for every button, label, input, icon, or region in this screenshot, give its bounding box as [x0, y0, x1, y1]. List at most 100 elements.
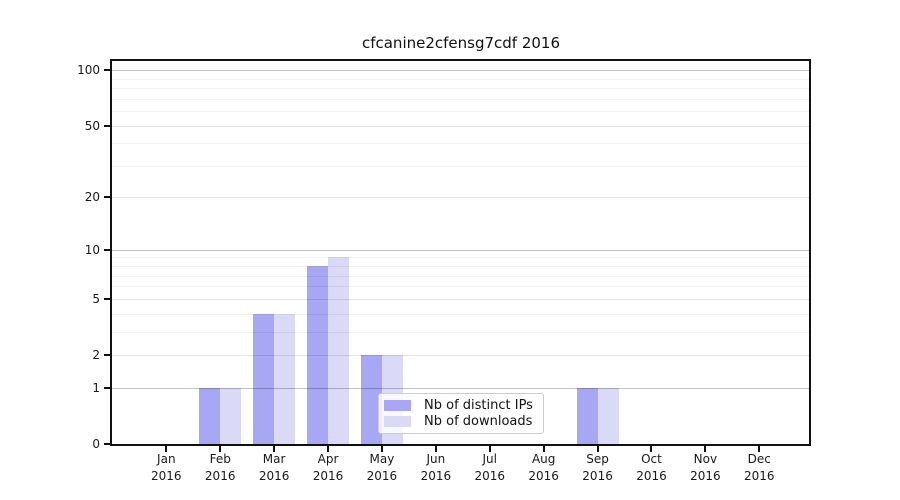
- x-tick-mark-sep: [596, 446, 599, 452]
- left-spine: [110, 59, 112, 446]
- legend-label-distinct-ips: Nb of distinct IPs: [424, 398, 533, 413]
- gridline-minor-90: [112, 78, 810, 80]
- y-tick-mark-2: [104, 354, 110, 356]
- x-tick-mark-apr: [327, 446, 330, 452]
- x-tick-label-feb: Feb 2016: [190, 451, 250, 485]
- year-label: 2016: [636, 469, 667, 483]
- y-tick-label-20: 20: [84, 190, 100, 205]
- x-tick-label-mar: Mar 2016: [244, 451, 304, 485]
- legend-entry-downloads: Nb of downloads: [384, 414, 535, 429]
- y-tick-mark-0: [104, 443, 110, 445]
- gridline-5: [112, 298, 810, 300]
- gridline-minor-40: [112, 143, 810, 145]
- month-label: Nov: [693, 452, 718, 466]
- x-tick-mark-feb: [219, 446, 222, 452]
- month-label: Mar: [262, 452, 286, 466]
- x-tick-label-jun: Jun 2016: [406, 451, 466, 485]
- x-tick-mark-jun: [434, 446, 437, 452]
- legend-label-downloads: Nb of downloads: [424, 414, 533, 429]
- bar-mar-distinct-ips: [253, 313, 275, 444]
- legend-swatch-distinct-ips: [384, 400, 411, 411]
- gridline-50: [112, 125, 810, 127]
- bar-sep-downloads: [597, 387, 619, 444]
- bar-sep-distinct-ips: [576, 387, 598, 444]
- bar-feb-distinct-ips: [199, 387, 221, 444]
- y-tick-mark-50: [104, 124, 110, 127]
- gridline-minor-80: [112, 88, 810, 90]
- x-tick-label-sep: Sep 2016: [568, 451, 628, 485]
- legend-entry-distinct-ips: Nb of distinct IPs: [384, 398, 535, 413]
- month-label: Jun: [426, 452, 446, 466]
- top-spine: [110, 59, 811, 61]
- year-label: 2016: [204, 469, 236, 483]
- gridline-minor-8: [112, 266, 810, 268]
- bottom-spine: [110, 444, 811, 446]
- y-tick-mark-100: [104, 69, 110, 72]
- y-tick-mark-10: [104, 248, 110, 251]
- y-tick-label-1: 1: [92, 380, 100, 395]
- gridline-1: [112, 387, 810, 389]
- x-tick-label-jul: Jul 2016: [460, 451, 520, 485]
- right-spine: [809, 59, 811, 446]
- month-label: Feb: [209, 452, 231, 466]
- x-tick-mark-jul: [488, 446, 491, 452]
- y-tick-label-0: 0: [92, 437, 100, 451]
- y-tick-mark-20: [104, 196, 110, 199]
- x-tick-mark-mar: [273, 446, 276, 452]
- year-label: 2016: [420, 469, 452, 483]
- x-tick-mark-may: [380, 446, 383, 452]
- gridline-minor-7: [112, 275, 810, 277]
- x-tick-mark-aug: [542, 446, 545, 452]
- x-tick-label-apr: Apr 2016: [298, 451, 358, 485]
- x-tick-mark-jan: [165, 446, 168, 452]
- gridline-minor-30: [112, 165, 810, 167]
- gridline-minor-9: [112, 257, 810, 259]
- gridline-20: [112, 197, 810, 199]
- x-tick-mark-dec: [758, 446, 761, 452]
- gridline-10: [112, 249, 810, 251]
- year-label: 2016: [744, 469, 775, 483]
- month-label: Jul: [482, 452, 497, 466]
- year-label: 2016: [582, 469, 613, 483]
- year-label: 2016: [690, 469, 721, 483]
- month-label: Sep: [586, 452, 609, 466]
- year-label: 2016: [258, 469, 290, 483]
- y-tick-label-50: 50: [84, 118, 100, 133]
- gridline-minor-4: [112, 313, 810, 315]
- year-label: 2016: [151, 469, 182, 483]
- month-label: Dec: [747, 452, 771, 466]
- year-label: 2016: [366, 469, 398, 483]
- legend-swatch-downloads: [384, 416, 411, 427]
- x-tick-mark-oct: [650, 446, 653, 452]
- x-tick-label-oct: Oct 2016: [621, 451, 681, 485]
- year-label: 2016: [528, 469, 559, 483]
- x-tick-label-dec: Dec 2016: [729, 451, 789, 485]
- y-tick-label-5: 5: [92, 291, 100, 306]
- month-label: May: [369, 452, 395, 466]
- month-label: Jan: [157, 452, 176, 466]
- x-tick-label-nov: Nov 2016: [675, 451, 735, 485]
- y-tick-mark-1: [104, 386, 110, 389]
- year-label: 2016: [474, 469, 506, 483]
- gridline-minor-60: [112, 111, 810, 113]
- y-tick-label-10: 10: [84, 242, 100, 257]
- y-tick-label-100: 100: [77, 63, 100, 78]
- y-tick-mark-5: [104, 297, 110, 300]
- year-label: 2016: [312, 469, 344, 483]
- month-label: Aug: [531, 452, 556, 466]
- gridline-100: [112, 70, 810, 72]
- x-tick-mark-nov: [704, 446, 707, 452]
- month-label: Oct: [641, 452, 662, 466]
- y-tick-label-2: 2: [92, 348, 100, 362]
- chart-title: cfcanine2cfensg7cdf 2016: [361, 34, 561, 52]
- bar-apr-distinct-ips: [307, 266, 329, 444]
- bar-may-distinct-ips: [360, 355, 382, 444]
- x-tick-label-aug: Aug 2016: [514, 451, 574, 485]
- bar-apr-downloads: [328, 257, 350, 444]
- gridline-2: [112, 355, 810, 356]
- gridline-minor-70: [112, 98, 810, 100]
- month-label: Apr: [317, 452, 339, 466]
- legend: Nb of distinct IPs Nb of downloads: [378, 393, 544, 434]
- bar-feb-downloads: [220, 387, 242, 444]
